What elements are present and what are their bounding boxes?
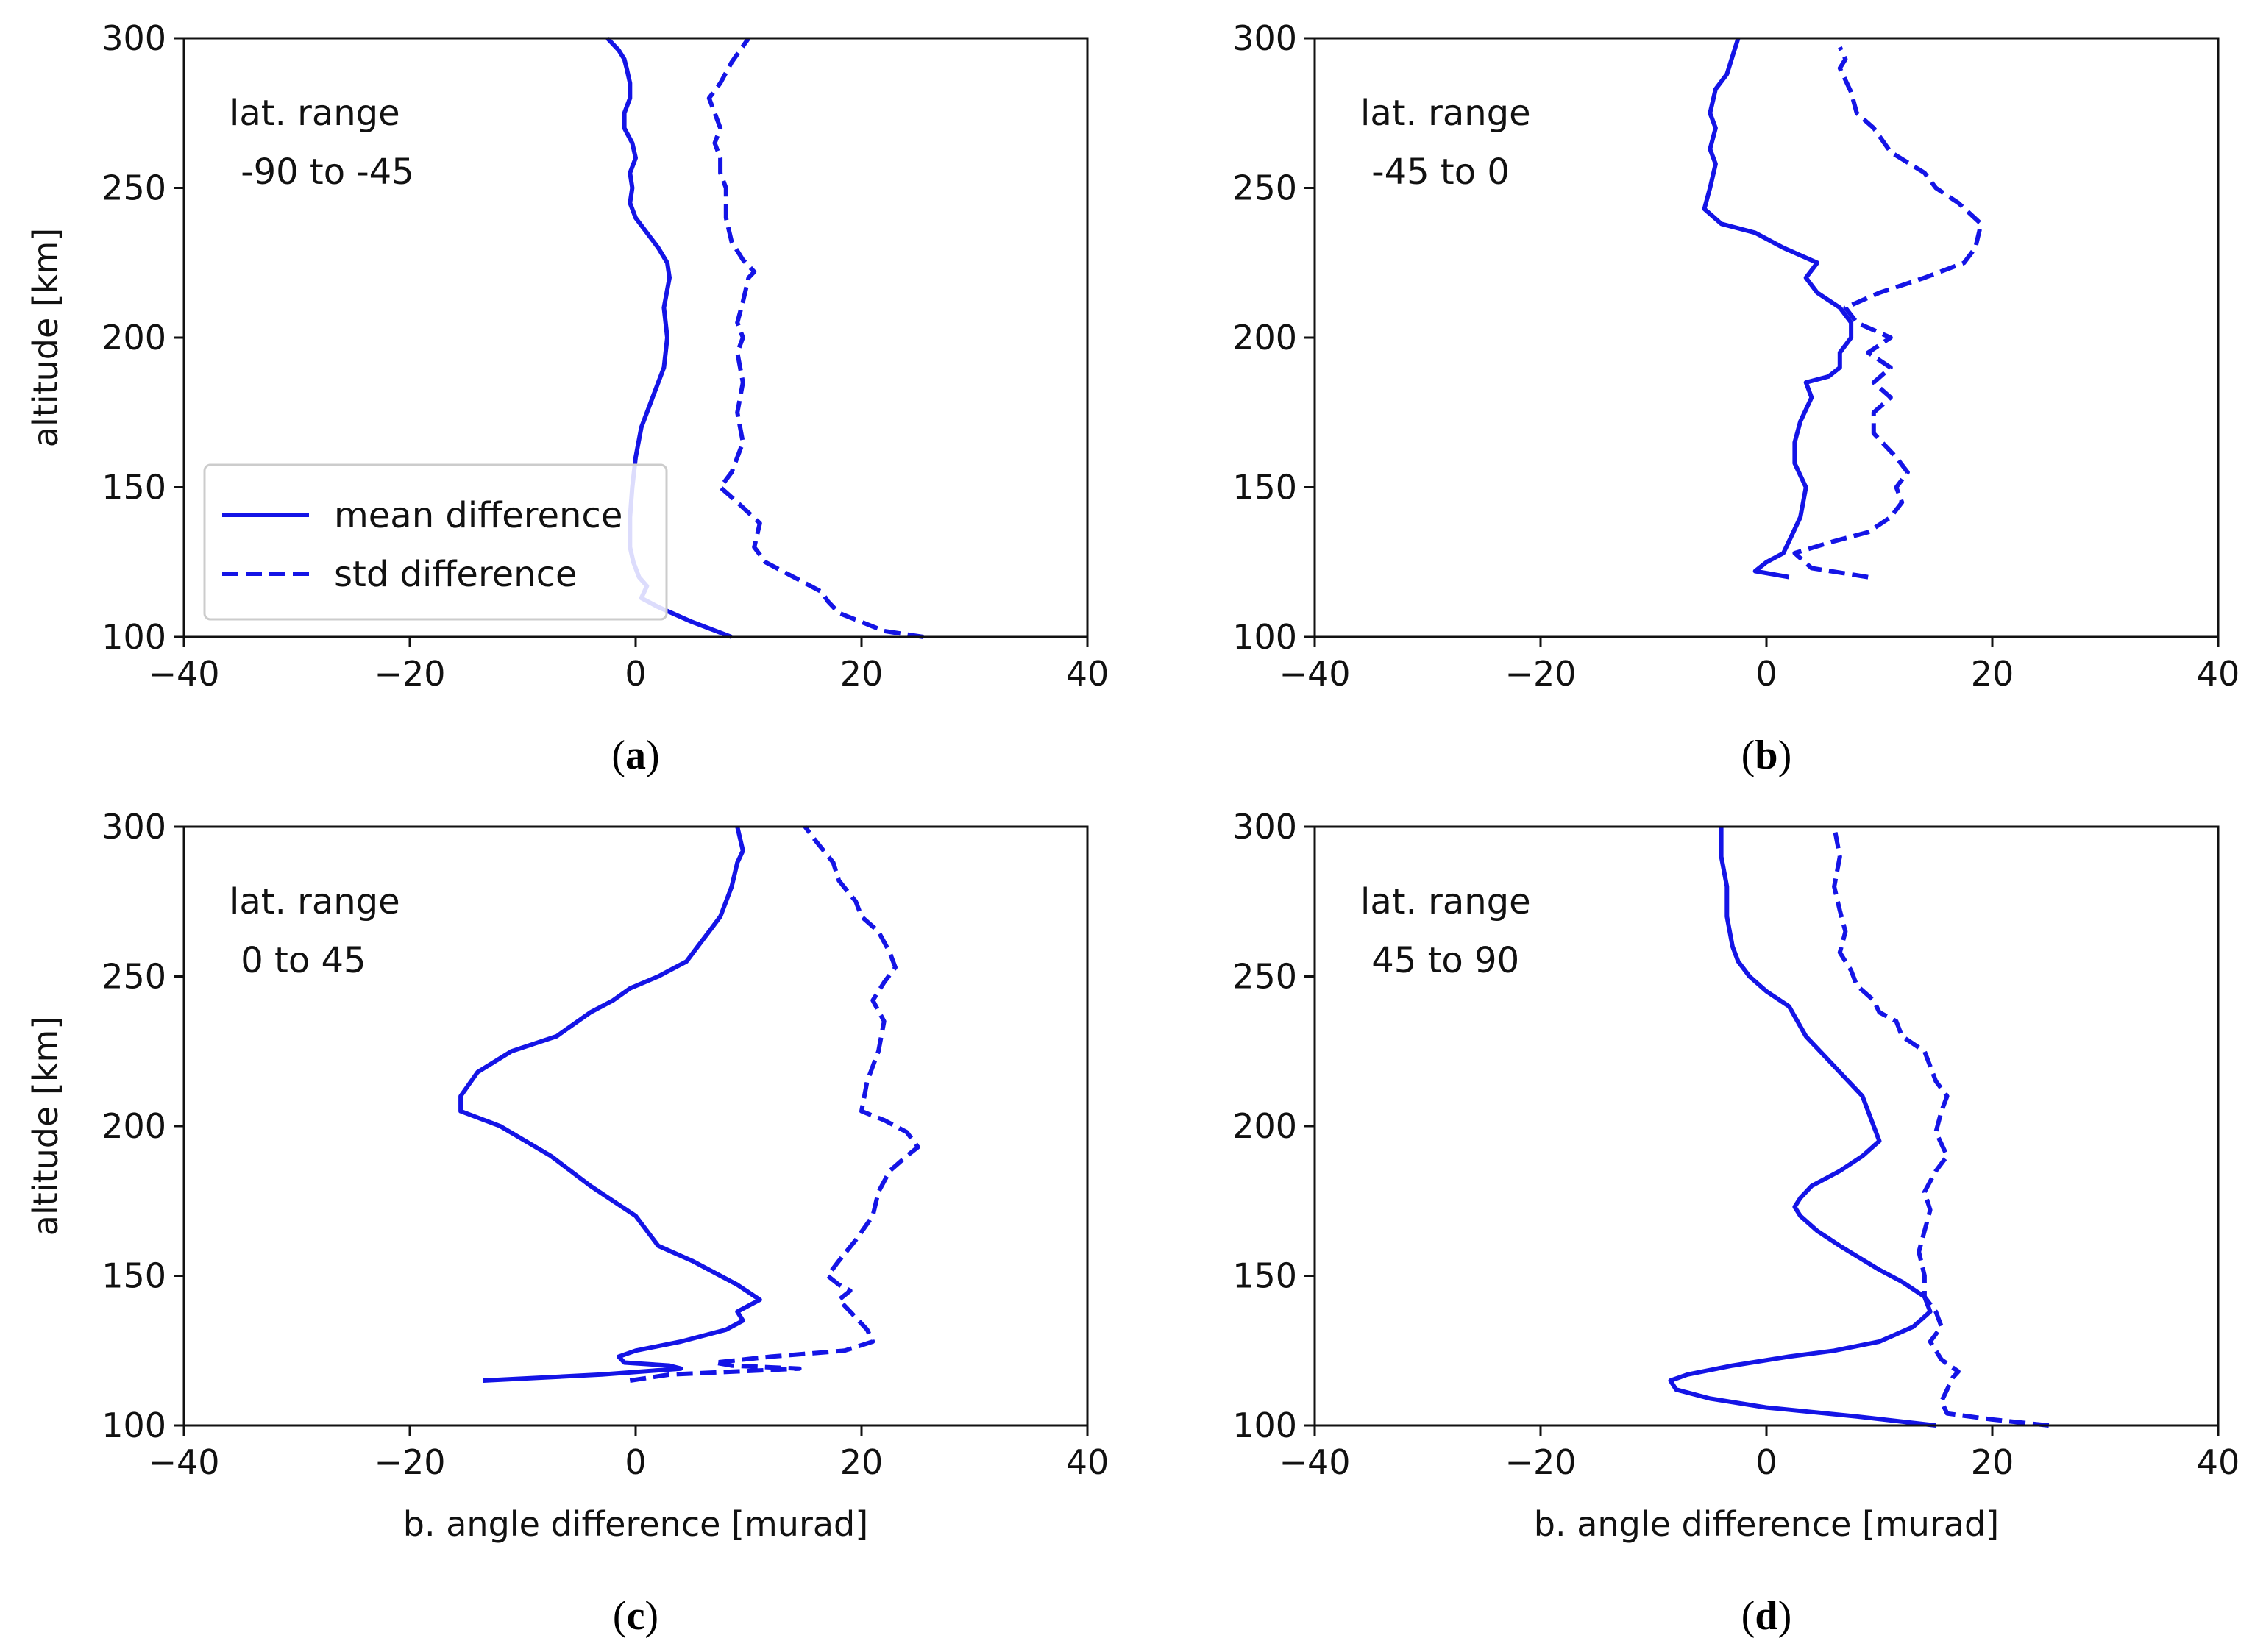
lat-range-annotation: lat. range <box>1360 93 1531 134</box>
panel-c: −40 −20 0 20 40 100 150 200 250 300 altitude [km] b… <box>26 807 1109 1639</box>
series-mean-difference-line <box>1702 38 1854 580</box>
y-tick-label: 300 <box>1232 807 1297 847</box>
x-tick-label: −40 <box>148 1442 219 1482</box>
x-tick-label: 20 <box>1971 1442 2014 1482</box>
y-tick-label: 250 <box>102 168 166 208</box>
series-mean-difference-line <box>1668 827 1936 1428</box>
y-tick-label: 150 <box>102 1256 166 1296</box>
series-mean-difference-line <box>458 826 762 1383</box>
y-axis-title: altitude [km] <box>26 228 65 447</box>
panel-a: −40 −20 0 20 40 100 150 200 250 300 altitude [km] l… <box>26 18 1109 778</box>
y-tick-label: 200 <box>102 1106 166 1146</box>
lat-range-annotation: 0 to 45 <box>230 940 366 981</box>
y-tick-label: 250 <box>1232 957 1297 997</box>
y-tick-label: 100 <box>1232 617 1297 657</box>
panel-b: −40 −20 0 20 40 100 150 200 250 300 lat. range -45… <box>1232 18 2239 778</box>
lat-range-annotation: -45 to 0 <box>1360 152 1510 193</box>
legend-box <box>203 463 668 621</box>
panel-caption: (a) <box>611 733 659 778</box>
series-std-difference-line <box>706 37 924 639</box>
lat-range-annotation: lat. range <box>230 881 400 922</box>
x-tick-label: −20 <box>1505 1442 1576 1482</box>
x-tick-label: 40 <box>2197 1442 2240 1482</box>
x-tick-label: 20 <box>840 654 884 694</box>
lat-range-annotation: 45 to 90 <box>1360 940 1519 981</box>
x-tick-label: 0 <box>1755 1442 1777 1482</box>
y-tick-label: 150 <box>1232 1256 1297 1296</box>
y-tick-label: 200 <box>102 318 166 357</box>
y-tick-label: 150 <box>1232 468 1297 508</box>
y-tick-label: 250 <box>102 957 166 997</box>
x-tick-label: −40 <box>1279 1442 1350 1482</box>
y-tick-label: 300 <box>102 18 166 58</box>
y-tick-label: 150 <box>102 468 166 508</box>
y-tick-label: 250 <box>1232 168 1297 208</box>
y-tick-label: 100 <box>1232 1406 1297 1445</box>
series-std-difference-line <box>1792 46 1983 580</box>
series-std-difference-line <box>629 825 920 1383</box>
x-tick-label: 40 <box>2197 654 2240 694</box>
x-tick-label: 0 <box>1755 654 1777 694</box>
lat-range-annotation: -90 to -45 <box>230 152 414 193</box>
x-axis-title: b. angle difference [murad] <box>1534 1504 1999 1544</box>
x-tick-label: −40 <box>148 654 219 694</box>
legend-label: mean difference <box>334 495 622 536</box>
panel-d: −40 −20 0 20 40 100 150 200 250 300 b. angle diffe… <box>1232 807 2239 1639</box>
x-axis-title: b. angle difference [murad] <box>403 1504 868 1544</box>
legend-label: std difference <box>334 554 578 595</box>
y-axis-title: altitude [km] <box>26 1017 65 1236</box>
x-tick-label: 40 <box>1066 654 1109 694</box>
series-std-difference-line <box>1832 826 2050 1428</box>
lat-range-annotation: lat. range <box>1360 881 1531 922</box>
y-tick-label: 300 <box>1232 18 1297 58</box>
x-tick-label: −20 <box>374 654 445 694</box>
y-tick-label: 200 <box>1232 318 1297 357</box>
y-tick-label: 100 <box>102 1406 166 1445</box>
panel-caption: (d) <box>1741 1593 1791 1639</box>
panel-caption: (b) <box>1741 733 1791 778</box>
y-tick-label: 200 <box>1232 1106 1297 1146</box>
x-tick-label: 20 <box>1971 654 2014 694</box>
y-tick-label: 100 <box>102 617 166 657</box>
x-tick-label: 40 <box>1066 1442 1109 1482</box>
lat-range-annotation: lat. range <box>230 93 400 134</box>
x-tick-label: 20 <box>840 1442 884 1482</box>
x-tick-label: −20 <box>374 1442 445 1482</box>
y-tick-label: 300 <box>102 807 166 847</box>
panel-caption: (c) <box>613 1593 658 1639</box>
x-tick-label: 0 <box>625 654 646 694</box>
x-tick-label: 0 <box>625 1442 646 1482</box>
x-tick-label: −40 <box>1279 654 1350 694</box>
x-tick-label: −20 <box>1505 654 1576 694</box>
